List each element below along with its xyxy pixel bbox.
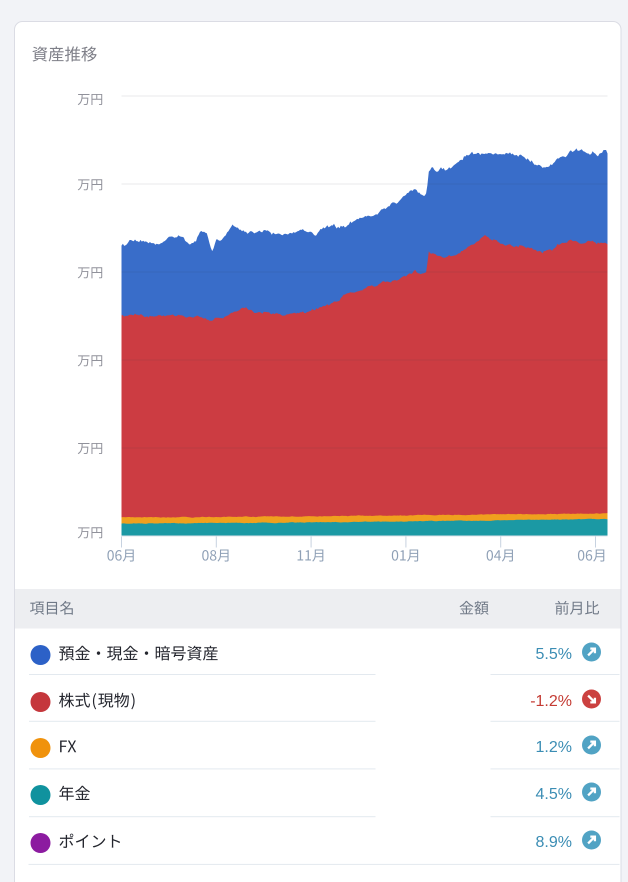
svg-text:4.5%: 4.5% xyxy=(536,786,572,803)
svg-text:5.5%: 5.5% xyxy=(536,646,572,663)
svg-text:8.9%: 8.9% xyxy=(536,834,572,851)
svg-text:-1.2%: -1.2% xyxy=(530,693,572,710)
svg-text:1.2%: 1.2% xyxy=(536,739,572,756)
